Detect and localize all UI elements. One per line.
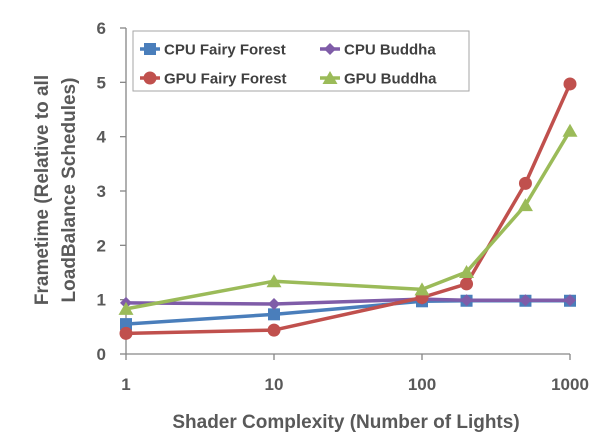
y-axis-title-line-2: LoadBalance Schedules) — [59, 78, 80, 303]
legend-label: GPU Fairy Forest — [164, 71, 287, 88]
legend-item-gpu-buddha: GPU Buddha — [320, 71, 437, 88]
data-point-cpu-fairy-forest — [268, 308, 280, 321]
legend-label: CPU Buddha — [344, 42, 436, 59]
data-point-cpu-buddha — [460, 294, 473, 307]
x-tick-label: 100 — [408, 375, 436, 394]
data-point-cpu-buddha — [519, 294, 532, 307]
y-axis-title-line-1: Frametime (Relative to all — [32, 75, 53, 305]
y-axis-title: Frametime (Relative to all LoadBalance S… — [32, 75, 80, 305]
y-tick-label: 3 — [97, 182, 106, 201]
y-tick-label: 4 — [97, 128, 107, 147]
series-layer — [118, 77, 578, 340]
data-point-gpu-fairy-forest — [518, 176, 532, 190]
series-line-gpu-buddha — [125, 129, 572, 311]
legend: CPU Fairy Forest CPU Buddha GPU Fairy Fore… — [132, 30, 470, 92]
data-point-cpu-buddha — [564, 294, 576, 307]
x-axis-title: Shader Complexity (Number of Lights) — [172, 412, 519, 433]
data-point-gpu-buddha — [562, 123, 578, 137]
data-point-gpu-buddha — [459, 264, 475, 278]
legend-item-cpu-buddha: CPU Buddha — [320, 42, 436, 59]
legend-label: GPU Buddha — [344, 71, 437, 88]
data-point-gpu-fairy-forest — [563, 77, 577, 91]
x-tick-label: 1000 — [551, 375, 589, 394]
y-tick-label: 5 — [97, 73, 106, 92]
data-point-gpu-buddha — [517, 198, 533, 212]
legend-label: CPU Fairy Forest — [164, 42, 286, 59]
y-tick-label: 0 — [97, 345, 106, 364]
legend-marker — [143, 71, 157, 85]
x-tick-label: 1 — [121, 375, 130, 394]
data-point-gpu-fairy-forest — [119, 326, 133, 340]
legend-item-cpu-fairy-forest: CPU Fairy Forest — [140, 42, 286, 59]
legend-marker — [322, 71, 338, 84]
data-point-gpu-fairy-forest — [460, 277, 474, 291]
y-tick-label: 1 — [97, 291, 106, 310]
legend-marker — [324, 43, 336, 55]
series-gpu-buddha — [118, 123, 578, 315]
data-point-gpu-fairy-forest — [267, 323, 281, 337]
x-tick-label: 10 — [265, 375, 284, 394]
series-line-cpu-buddha — [125, 297, 570, 306]
data-point-gpu-buddha — [118, 301, 134, 315]
series-line-gpu-fairy-forest — [125, 83, 572, 336]
data-point-gpu-buddha — [414, 282, 430, 296]
y-tick-label: 2 — [97, 236, 106, 255]
legend-marker — [144, 43, 156, 55]
legend-box — [132, 30, 470, 92]
data-point-cpu-fairy-forest — [120, 318, 132, 331]
data-point-gpu-buddha — [266, 274, 282, 288]
legend-item-gpu-fairy-forest: GPU Fairy Forest — [140, 71, 287, 88]
y-tick-label: 6 — [97, 19, 106, 38]
data-point-cpu-buddha — [268, 298, 280, 311]
